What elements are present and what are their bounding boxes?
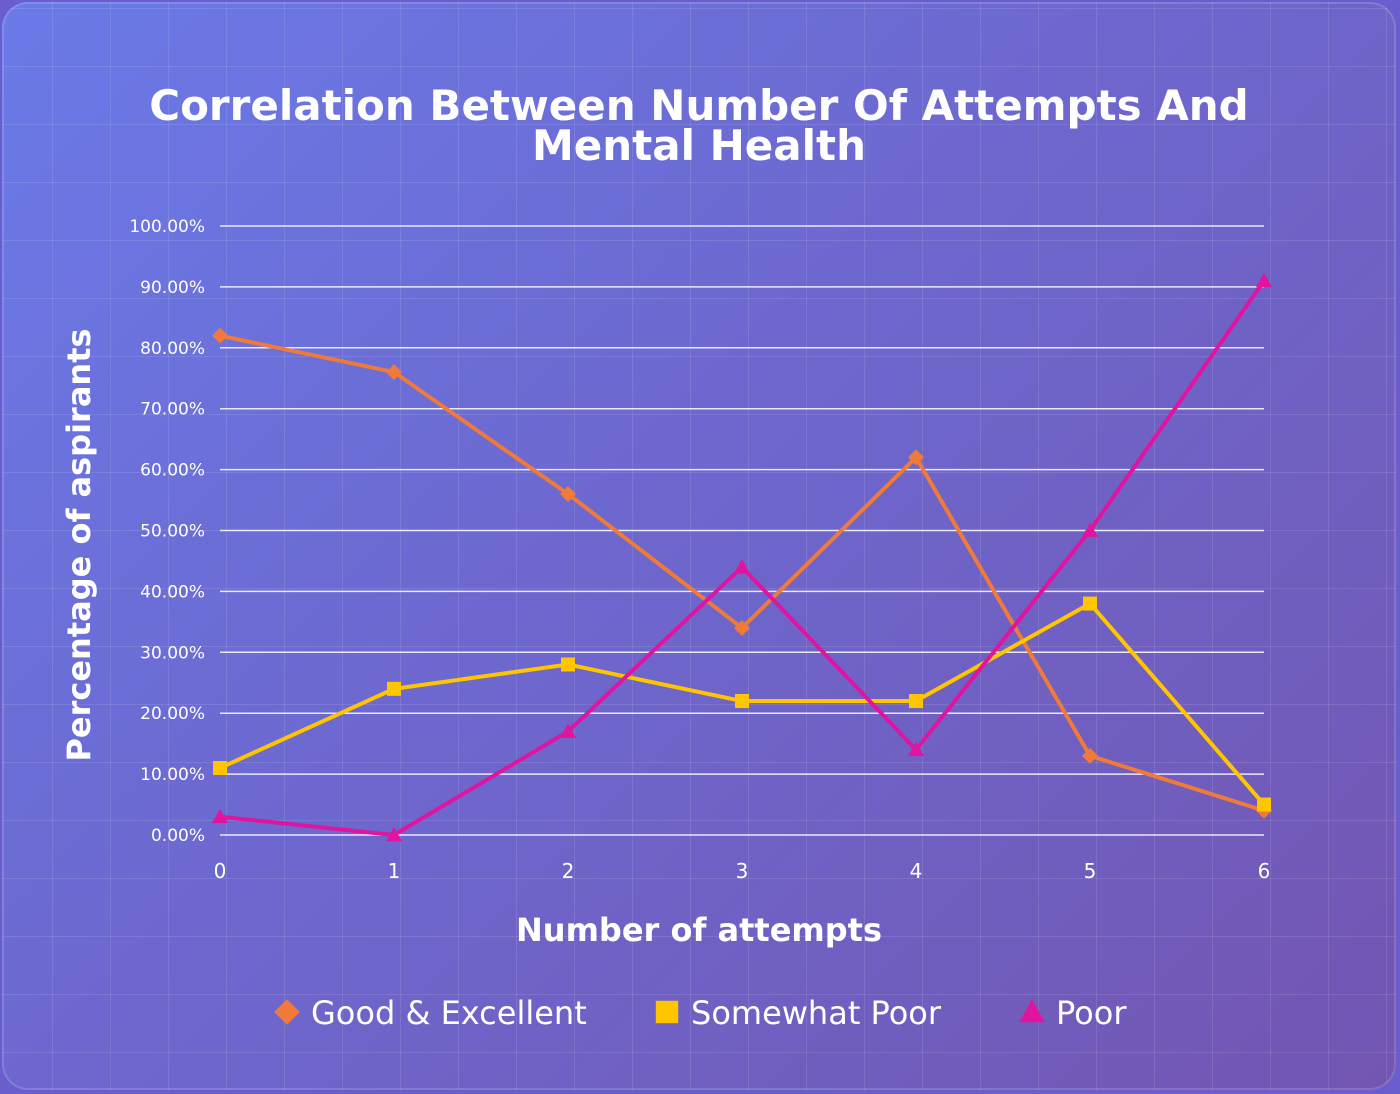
gridlines [220, 225, 1264, 836]
series-lines [212, 272, 1272, 842]
y-tick-label: 0.00% [151, 826, 205, 846]
data-point-somewhat-poor [1083, 596, 1097, 611]
data-point-good-excellent [734, 619, 750, 636]
y-tick-label: 100.00% [129, 217, 205, 237]
data-point-poor [1082, 522, 1098, 537]
data-point-good-excellent [908, 449, 924, 466]
series-line-poor [219, 279, 1266, 837]
chart-title-line-2: Mental Health [532, 121, 866, 170]
x-axis-title: Number of attempts [516, 911, 882, 949]
data-point-somewhat-poor [1257, 797, 1271, 812]
legend-marker-somewhat-poor [655, 1000, 679, 1024]
x-tick-label: 3 [736, 859, 749, 883]
data-point-poor [212, 808, 228, 824]
data-point-good-excellent [1082, 747, 1098, 764]
y-tick-label: 10.00% [140, 765, 205, 785]
x-tick-label: 0 [214, 859, 227, 883]
data-point-somewhat-poor [909, 694, 923, 709]
y-tick-label: 40.00% [140, 582, 205, 602]
legend-marker-good-excellent [274, 999, 300, 1025]
data-point-somewhat-poor [213, 761, 227, 776]
data-point-good-excellent [386, 364, 402, 381]
data-point-somewhat-poor [735, 694, 749, 709]
y-tick-label: 90.00% [140, 278, 205, 298]
data-point-somewhat-poor [561, 657, 575, 672]
legend-label-poor: Poor [1056, 994, 1127, 1032]
x-tick-label: 2 [562, 859, 575, 883]
x-tick-label: 4 [910, 859, 923, 883]
data-point-poor [386, 827, 402, 842]
data-point-good-excellent [560, 485, 576, 502]
legend-item-somewhat-poor: Somewhat Poor [655, 994, 942, 1032]
legend-marker-poor [1019, 999, 1045, 1023]
y-tick-label: 60.00% [140, 461, 205, 481]
data-point-somewhat-poor [387, 681, 401, 696]
data-point-poor [1256, 272, 1272, 288]
legend-item-good-excellent: Good & Excellent [274, 994, 587, 1032]
x-tick-label: 6 [1258, 859, 1271, 883]
y-tick-label: 20.00% [140, 704, 205, 724]
y-axis-ticks: 0.00% 10.00% 20.00% 30.00% 40.00% 50.00% 60.00… [129, 217, 205, 846]
chart-title-line-1: Correlation Between Number Of Attempts A… [149, 81, 1249, 130]
x-axis-ticks: 0 1 2 3 4 5 6 [214, 859, 1271, 883]
y-tick-label: 50.00% [140, 522, 205, 542]
y-axis-title: Percentage of aspirants [60, 328, 98, 761]
x-tick-label: 5 [1084, 859, 1097, 883]
x-tick-label: 1 [388, 859, 401, 883]
legend-label-somewhat-poor: Somewhat Poor [691, 994, 942, 1032]
legend-item-poor: Poor [1019, 994, 1127, 1032]
y-tick-label: 70.00% [140, 400, 205, 420]
data-point-poor [560, 723, 576, 738]
y-tick-label: 30.00% [140, 643, 205, 663]
legend: Good & Excellent Somewhat Poor Poor [274, 994, 1127, 1032]
data-point-good-excellent [212, 327, 228, 344]
data-point-poor [908, 741, 924, 757]
data-point-poor [734, 559, 750, 574]
y-tick-label: 80.00% [140, 339, 205, 359]
legend-label-good-excellent: Good & Excellent [311, 994, 587, 1032]
